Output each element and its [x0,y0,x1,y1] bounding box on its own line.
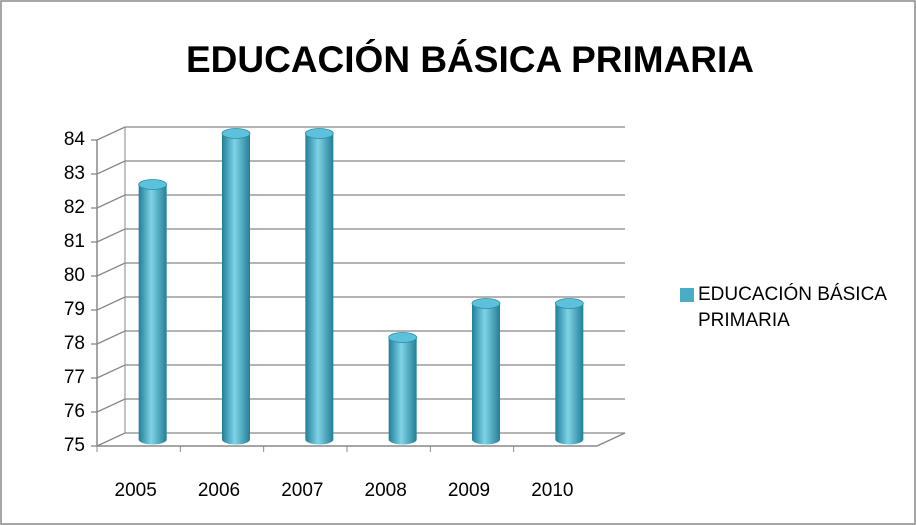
y-tick-label: 82 [64,197,85,218]
bar [554,298,584,445]
bar-body [555,303,584,445]
bar-body [388,337,417,445]
grid-line [96,432,625,447]
grid-line [96,398,625,413]
bar-body [472,303,500,445]
legend-label: EDUCACIÓN BÁSICA PRIMARIA [698,284,886,331]
bar-body [305,133,334,445]
bar [304,128,334,445]
y-tick-label: 76 [64,401,85,422]
y-tick-label: 75 [64,435,85,456]
bar-top [304,128,334,139]
bar-top [388,332,418,343]
grid-line [96,228,625,243]
grid-line [96,262,625,277]
y-tick-label: 83 [64,163,85,184]
x-tick-label: 2009 [448,480,490,501]
bar-top [554,298,584,309]
bar [388,332,418,445]
y-tick-label: 78 [64,333,85,354]
x-tick-label: 2010 [531,480,573,501]
chart-title: EDUCACIÓN BÁSICA PRIMARIA [186,38,754,80]
grid-line [96,160,625,175]
y-tick-label: 77 [64,367,85,388]
grid-line [96,296,625,311]
bar-top [471,298,501,309]
grid-line [96,194,625,209]
bar-body [138,184,167,445]
bar-top [138,179,168,190]
bar-top [221,128,251,139]
x-tick-label: 2005 [115,480,157,501]
x-tick-label: 2006 [198,480,240,501]
bar [471,298,501,445]
grid-line [96,330,625,345]
y-tick-label: 81 [64,231,85,252]
x-tick-label: 2008 [365,480,407,501]
bar [138,179,168,445]
x-tick-label: 2007 [281,480,323,501]
y-tick-label: 84 [64,129,86,150]
grid-line [96,364,625,379]
bar-body [222,133,250,445]
y-tick-label: 79 [64,299,85,320]
grid-line [96,126,625,141]
legend-swatch [680,288,694,302]
y-tick-label: 80 [64,265,85,286]
bar [221,128,251,445]
